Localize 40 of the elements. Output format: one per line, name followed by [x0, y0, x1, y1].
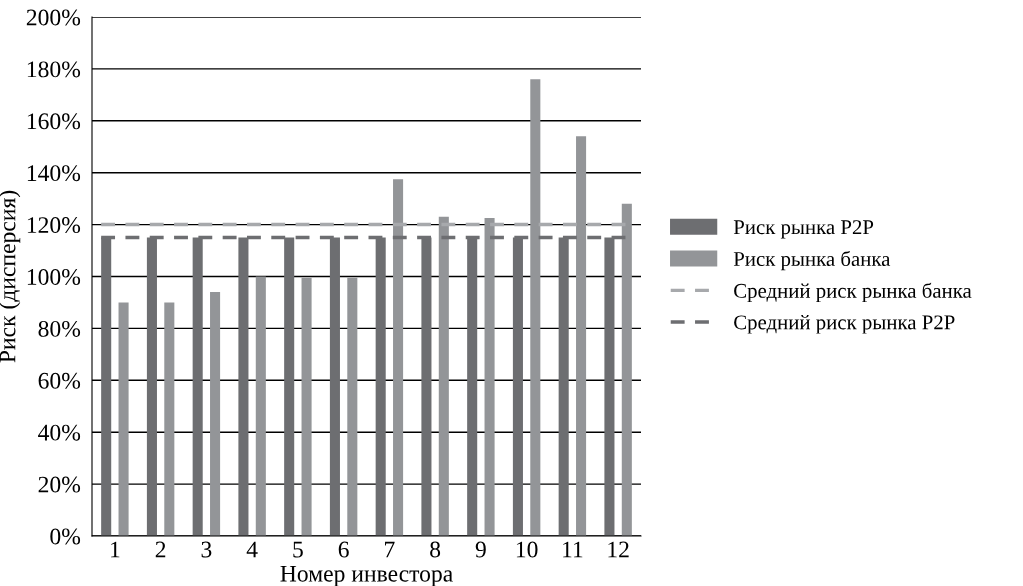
x-tick-label: 11 [563, 541, 583, 558]
x-tick-label: 2 [155, 541, 166, 558]
y-tick-label: 80% [38, 320, 81, 337]
y-tick-label: 120% [27, 217, 81, 234]
legend-label: Средний риск рынка P2P [734, 314, 955, 334]
y-tick-label: 40% [38, 424, 81, 441]
x-tick-label: 6 [338, 541, 349, 558]
legend-label: Средний риск рынка банка [734, 282, 972, 303]
legend-label: Риск рынка банка [733, 250, 891, 271]
bar [576, 136, 587, 536]
x-tick-label: 12 [608, 541, 629, 558]
y-tick-label: 140% [27, 165, 81, 182]
bar [301, 277, 312, 536]
bar [621, 203, 632, 536]
x-axis-title: Номер инвестора [280, 565, 453, 586]
bar [210, 292, 221, 536]
y-tick-label: 160% [27, 113, 81, 130]
y-tick-label: 60% [38, 372, 81, 389]
x-tick-label: 3 [201, 541, 212, 558]
y-tick-label: 0% [50, 528, 81, 545]
x-tick-label: 9 [475, 541, 486, 558]
bar [530, 79, 541, 536]
bar [118, 302, 129, 536]
bar [164, 302, 175, 536]
bar [438, 216, 449, 536]
x-tick-label: 1 [111, 541, 120, 558]
y-tick-label: 200% [26, 9, 81, 26]
x-tick-label: 8 [430, 541, 441, 558]
x-tick-label: 7 [385, 541, 395, 558]
x-tick-label: 5 [293, 541, 303, 558]
legend-label: Риск рынка P2P [733, 220, 874, 239]
bar [484, 218, 495, 536]
y-tick-label: 100% [27, 268, 81, 285]
bar [393, 179, 404, 536]
bar [255, 276, 266, 536]
y-tick-label: 20% [38, 476, 81, 493]
y-tick-label: 180% [27, 61, 81, 78]
x-tick-label: 4 [246, 541, 258, 558]
x-tick-label: 10 [516, 541, 538, 558]
bar [347, 277, 358, 536]
